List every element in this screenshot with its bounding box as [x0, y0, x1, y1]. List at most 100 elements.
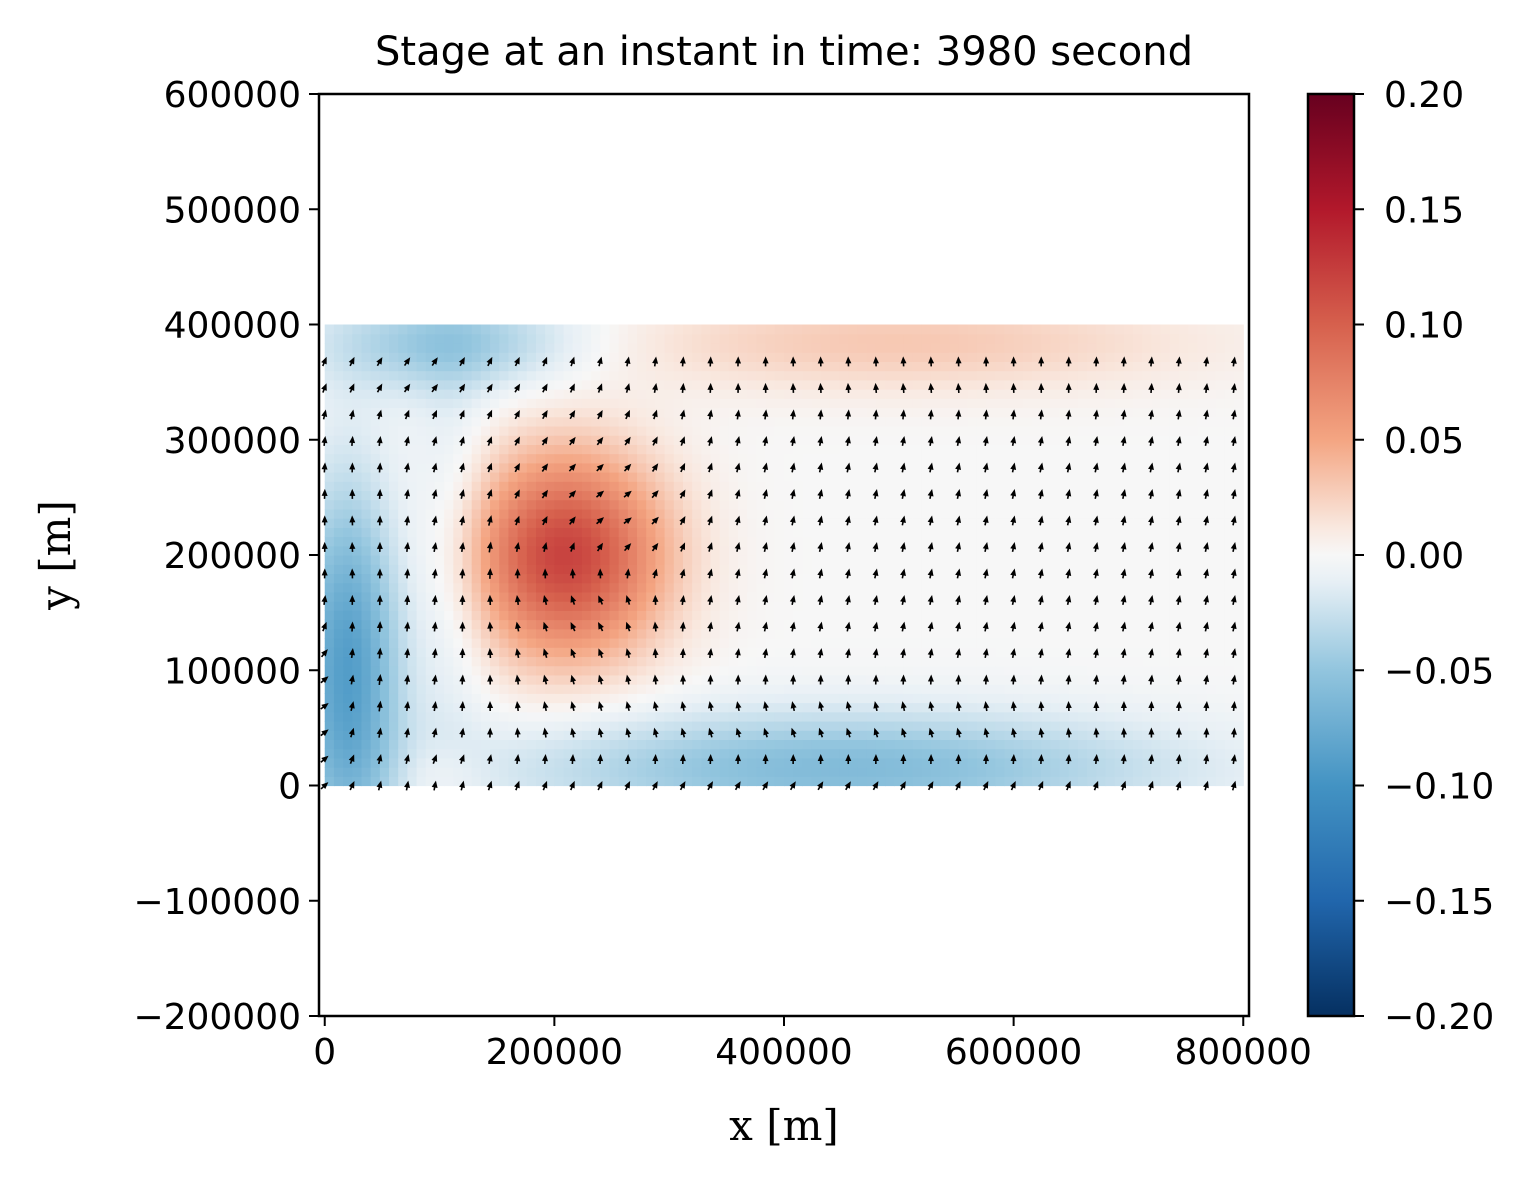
heat-cell	[1160, 711, 1171, 722]
heat-cell	[1178, 555, 1189, 565]
heat-cell	[536, 398, 546, 409]
heat-cell	[646, 490, 657, 501]
heat-cell	[462, 665, 473, 676]
heat-cell	[1142, 370, 1153, 381]
heat-cell	[490, 416, 500, 427]
heat-cell	[1206, 398, 1217, 409]
heat-cell	[1013, 389, 1024, 399]
heat-cell	[1234, 757, 1244, 768]
heat-cell	[921, 720, 932, 731]
heat-cell	[940, 518, 950, 528]
heat-cell	[490, 444, 500, 455]
heat-cell	[820, 767, 831, 777]
heat-cell	[508, 748, 519, 759]
heat-cell	[379, 610, 390, 621]
heat-cell	[793, 656, 803, 667]
heat-cell	[802, 333, 813, 344]
heat-cell	[581, 702, 592, 713]
heat-cell	[820, 555, 831, 565]
heat-cell	[894, 352, 905, 362]
heat-cell	[866, 757, 877, 768]
heat-cell	[1142, 453, 1153, 464]
heat-cell	[701, 684, 712, 694]
heat-cell	[499, 398, 510, 409]
heat-cell	[536, 637, 546, 648]
heat-cell	[1215, 398, 1226, 409]
heat-cell	[1224, 601, 1235, 611]
heat-cell	[820, 407, 831, 418]
heat-cell	[940, 472, 950, 482]
heat-cell	[398, 665, 409, 676]
heat-cell	[811, 730, 822, 740]
heat-cell	[1142, 637, 1153, 648]
heat-cell	[857, 693, 868, 704]
heat-cell	[949, 518, 960, 528]
heat-cell	[517, 637, 528, 648]
heat-cell	[940, 499, 950, 510]
heat-cell	[885, 767, 895, 777]
heat-cell	[444, 453, 454, 464]
heat-cell	[600, 739, 611, 750]
heat-cell	[875, 352, 886, 362]
heat-cell	[1077, 674, 1088, 685]
heat-cell	[940, 352, 950, 362]
heat-cell	[701, 407, 712, 418]
heat-cell	[333, 573, 344, 584]
heat-cell	[563, 564, 574, 575]
heat-cell	[774, 453, 785, 464]
heat-cell	[1022, 757, 1033, 768]
heat-cell	[1022, 379, 1033, 390]
heat-cell	[986, 730, 996, 740]
heat-cell	[1087, 324, 1097, 335]
heat-cell	[885, 693, 895, 704]
heat-cell	[1096, 379, 1107, 390]
heat-cell	[581, 610, 592, 621]
heat-cell	[976, 490, 987, 501]
heat-cell	[646, 352, 657, 362]
heat-cell	[756, 656, 767, 667]
heat-cell	[848, 665, 859, 676]
heat-cell	[343, 490, 353, 501]
heat-cell	[389, 767, 399, 777]
heat-cell	[434, 674, 445, 685]
heat-cell	[664, 564, 675, 575]
heat-cell	[618, 481, 629, 492]
heat-cell	[738, 333, 748, 344]
heat-cell	[857, 481, 868, 492]
heat-cell	[1050, 444, 1061, 455]
heat-cell	[1032, 472, 1042, 482]
heat-cell	[692, 481, 702, 492]
heat-cell	[1077, 702, 1088, 713]
heat-cell	[738, 416, 748, 427]
heat-cell	[1123, 352, 1134, 362]
heat-cell	[1123, 342, 1134, 353]
heat-cell	[627, 757, 638, 768]
heat-cell	[1224, 370, 1235, 381]
heat-cell	[866, 776, 877, 787]
heat-cell	[1133, 508, 1143, 519]
heat-cell	[646, 665, 657, 676]
heat-cell	[885, 352, 895, 362]
heat-cell	[655, 370, 666, 381]
heat-cell	[1087, 656, 1097, 667]
heat-cell	[618, 545, 629, 556]
heat-cell	[1022, 490, 1033, 501]
heat-cell	[655, 748, 666, 759]
heat-cell	[1178, 508, 1189, 519]
heat-cell	[646, 555, 657, 565]
heat-cell	[1068, 490, 1079, 501]
heat-cell	[618, 324, 629, 335]
heat-cell	[1160, 647, 1171, 658]
heat-cell	[581, 379, 592, 390]
heat-cell	[940, 748, 950, 759]
heat-cell	[728, 481, 739, 492]
heat-cell	[526, 665, 537, 676]
heat-cell	[499, 435, 510, 445]
heat-cell	[1013, 425, 1024, 436]
heat-cell	[609, 720, 620, 731]
heat-cell	[719, 619, 730, 630]
heat-cell	[986, 361, 996, 372]
heat-cell	[1059, 444, 1070, 455]
heat-cell	[784, 490, 794, 501]
heat-cell	[1169, 361, 1180, 372]
